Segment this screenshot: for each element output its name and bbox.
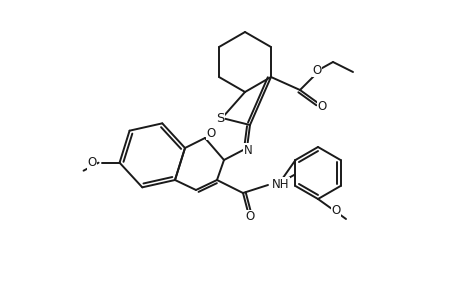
Text: O: O	[87, 156, 96, 169]
Text: O: O	[330, 205, 340, 218]
Text: O: O	[312, 64, 321, 76]
Text: O: O	[206, 127, 215, 140]
Text: S: S	[215, 112, 224, 124]
Text: O: O	[245, 211, 254, 224]
Text: N: N	[243, 143, 252, 157]
Text: O: O	[317, 100, 326, 112]
Text: NH: NH	[271, 178, 289, 190]
